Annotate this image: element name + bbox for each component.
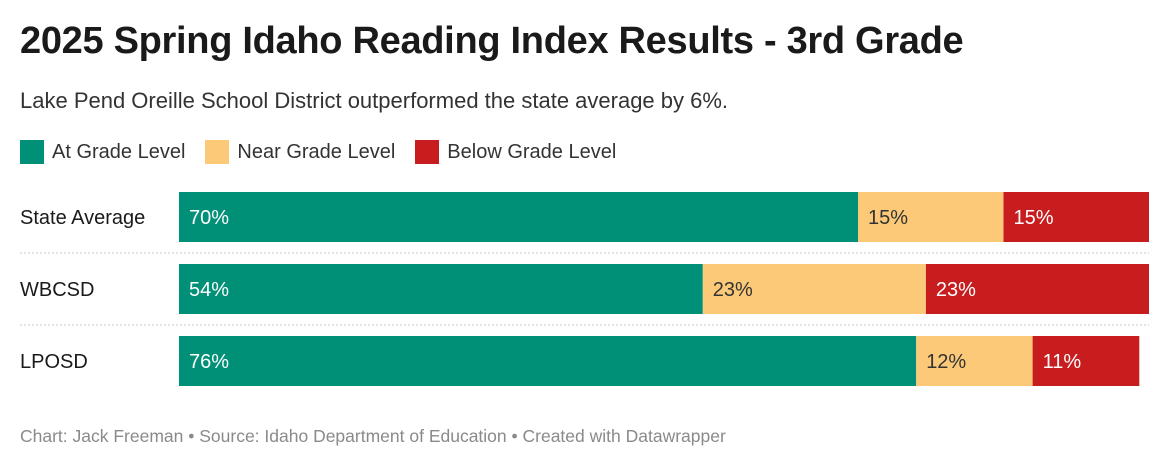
bar-value-label: 15% — [1014, 207, 1054, 229]
bar-value-label: 70% — [189, 207, 229, 229]
stacked-bar-chart: State Average 70% 15% 15% WBCSD 54% 23% 23% LPOS… — [20, 192, 1149, 386]
bar-segment-near-grade — [858, 192, 1004, 242]
category-label: WBCSD — [20, 279, 94, 301]
chart-subtitle: Lake Pend Oreille School District outper… — [20, 88, 729, 113]
legend-swatch-at-grade — [20, 140, 44, 164]
bar-segment-near-grade — [916, 336, 1033, 386]
category-label: LPOSD — [20, 351, 88, 373]
bar-value-label: 11% — [1043, 351, 1082, 373]
bar-value-label: 23% — [713, 279, 753, 301]
bar-value-label: 76% — [189, 351, 229, 373]
bar-segment-below-grade — [925, 264, 1149, 314]
bar-segment-below-grade — [1003, 192, 1149, 242]
legend-swatch-near-grade — [205, 140, 230, 164]
bar-segment-at-grade — [179, 264, 703, 314]
legend-swatch-below-grade — [415, 140, 440, 164]
bar-segment-below-grade — [1032, 336, 1140, 386]
legend-item-at-grade: At Grade Level — [20, 140, 185, 164]
category-label: State Average — [20, 207, 145, 229]
bar-value-label: 15% — [868, 207, 908, 229]
legend-label-at-grade: At Grade Level — [52, 140, 186, 163]
chart-title: 2025 Spring Idaho Reading Index Results … — [20, 20, 964, 62]
bar-value-label: 54% — [189, 279, 229, 301]
bar-segment-near-grade — [702, 264, 926, 314]
bar-value-label: 12% — [926, 351, 966, 373]
legend-label-below-grade: Below Grade Level — [447, 140, 617, 163]
bar-segment-at-grade — [179, 192, 858, 242]
legend-label-near-grade: Near Grade Level — [237, 140, 396, 163]
bar-segment-at-grade — [179, 336, 917, 386]
legend: At Grade Level Near Grade Level Below Gr… — [20, 140, 636, 164]
legend-item-near-grade: Near Grade Level — [205, 140, 395, 164]
bar-value-label: 23% — [936, 279, 976, 301]
chart-footer: Chart: Jack Freeman • Source: Idaho Depa… — [20, 426, 726, 446]
legend-item-below-grade: Below Grade Level — [415, 140, 616, 164]
